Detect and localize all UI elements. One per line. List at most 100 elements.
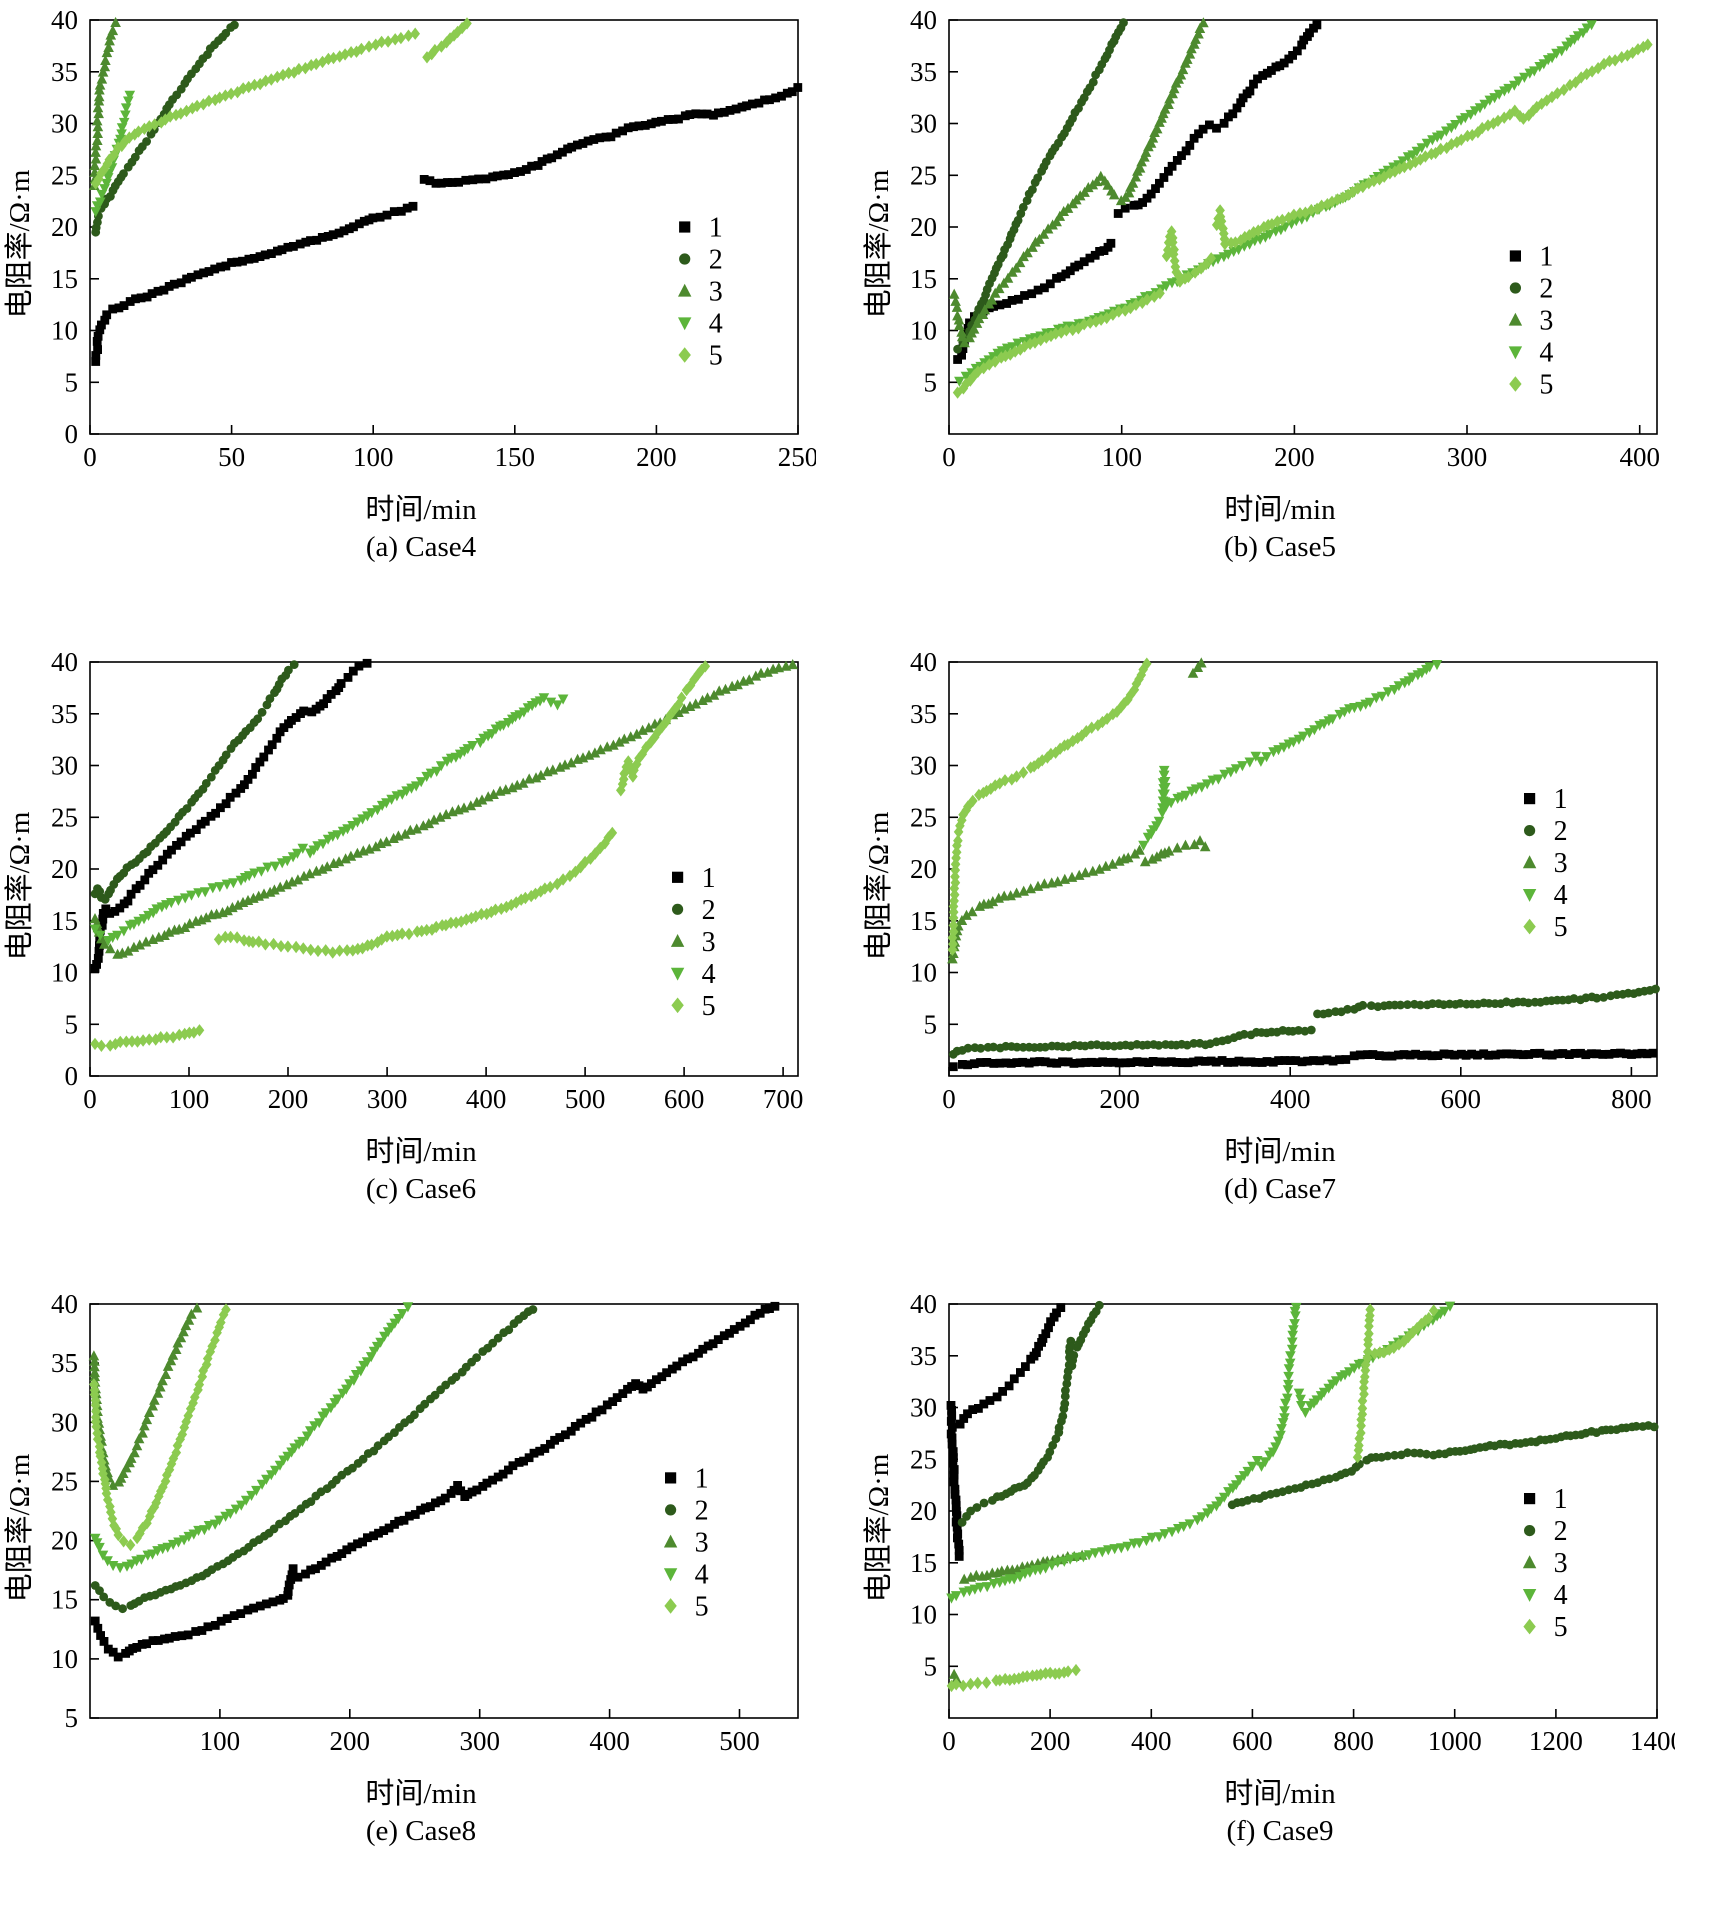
x-axis-label: 时间/min <box>365 1778 477 1810</box>
legend-label: 1 <box>1539 242 1553 273</box>
legend-label: 1 <box>1554 784 1568 815</box>
y-tick-label: 35 <box>910 57 937 87</box>
x-tick-label: 700 <box>763 1084 804 1114</box>
legend-marker-circle <box>1524 825 1536 837</box>
panel-caption: (c) Case6 <box>365 1173 477 1205</box>
legend-label: 4 <box>702 959 716 990</box>
x-tick-label: 600 <box>1232 1726 1273 1756</box>
legend-marker-triangle-down <box>1522 889 1537 902</box>
y-tick-label: 5 <box>924 367 938 397</box>
y-tick-label: 10 <box>51 958 78 988</box>
x-axis-label: 时间/min <box>365 1136 477 1168</box>
legend-marker-square <box>679 221 691 233</box>
legend-label: 5 <box>1554 1612 1568 1643</box>
series-4 <box>89 693 569 947</box>
legend-label: 5 <box>695 1591 709 1622</box>
y-tick-label: 40 <box>910 8 937 35</box>
panel-caption: (b) Case5 <box>1224 531 1336 563</box>
y-tick-label: 40 <box>910 1292 937 1319</box>
y-tick-label: 5 <box>65 1703 79 1733</box>
x-axis-label: 时间/min <box>365 494 477 526</box>
legend-label: 4 <box>695 1559 709 1590</box>
legend-marker-square <box>1524 1493 1536 1505</box>
series-5 <box>947 657 1152 956</box>
legend-marker-square <box>672 871 684 883</box>
series-2 <box>90 660 299 904</box>
series-2 <box>91 20 239 237</box>
chart-panel-case4: 电阻率/Ω·m 0 50 100 150 200 250 0 5 10 15 20 25 30 35 40 1… <box>0 0 859 642</box>
x-tick-label: 600 <box>1441 1084 1482 1114</box>
legend-marker-triangle-down <box>678 317 692 331</box>
legend-label: 4 <box>1554 880 1568 911</box>
legend-marker-diamond <box>1509 376 1522 392</box>
y-tick-label: 15 <box>910 1548 937 1578</box>
x-axis-label: 时间/min <box>1224 1136 1336 1168</box>
legend-marker-square <box>1524 793 1536 805</box>
legend-marker-circle <box>679 253 691 265</box>
y-tick-label: 20 <box>910 212 937 242</box>
y-tick-label: 10 <box>51 316 78 346</box>
legend-marker-circle <box>665 1504 677 1516</box>
legend-label: 5 <box>709 341 723 372</box>
legend-marker-triangle-up <box>1522 1555 1537 1569</box>
legend-marker-triangle-up <box>1508 312 1523 326</box>
x-tick-label: 0 <box>83 442 97 472</box>
y-tick-label: 5 <box>65 1009 79 1039</box>
plot-frame <box>89 1303 799 1719</box>
y-tick-label: 25 <box>910 802 937 832</box>
y-tick-label: 5 <box>65 367 79 397</box>
x-tick-label: 200 <box>1099 1084 1140 1114</box>
series-5 <box>90 660 711 1052</box>
y-tick-label: 0 <box>65 419 79 449</box>
x-tick-label: 50 <box>218 442 245 472</box>
y-tick-label: 30 <box>51 751 78 781</box>
chart-panel-case8: 电阻率/Ω·m 100 200 300 400 500 5 10 15 20 25 30 35 40 1 2… <box>0 1284 859 1927</box>
y-tick-label: 35 <box>910 1341 937 1371</box>
y-tick-label: 40 <box>910 650 937 677</box>
legend-label: 3 <box>709 277 723 308</box>
series-3 <box>89 659 798 959</box>
y-tick-label: 25 <box>51 160 78 190</box>
x-tick-label: 400 <box>1131 1726 1172 1756</box>
series-2 <box>953 18 1128 354</box>
y-tick-label: 25 <box>51 1466 78 1496</box>
plot-frame <box>89 661 799 1077</box>
y-tick-label: 25 <box>51 802 78 832</box>
x-tick-label: 1400 <box>1630 1726 1675 1756</box>
y-tick-label: 40 <box>51 1292 78 1319</box>
x-tick-label: 200 <box>268 1084 309 1114</box>
y-tick-label: 35 <box>51 699 78 729</box>
x-tick-label: 200 <box>1274 442 1315 472</box>
x-tick-label: 1200 <box>1529 1726 1583 1756</box>
y-tick-label: 10 <box>910 1600 937 1630</box>
y-tick-label: 30 <box>51 1407 78 1437</box>
legend-label: 1 <box>709 213 723 244</box>
x-tick-label: 1000 <box>1428 1726 1482 1756</box>
panel-caption: (e) Case8 <box>365 1815 477 1847</box>
legend-marker-diamond <box>1523 1618 1536 1635</box>
chart-panel-case6: 电阻率/Ω·m 0 100 200 300 400 500 600 700 0 5 10 15 20 25… <box>0 642 859 1284</box>
y-tick-label: 20 <box>51 854 78 884</box>
panel-caption: (d) Case7 <box>1224 1173 1336 1205</box>
y-tick-label: 20 <box>910 854 937 884</box>
x-tick-label: 300 <box>459 1726 500 1756</box>
x-tick-label: 100 <box>1101 442 1142 472</box>
y-tick-label: 30 <box>910 109 937 139</box>
x-tick-label: 200 <box>1030 1726 1071 1756</box>
y-tick-label: 30 <box>51 109 78 139</box>
legend-label: 3 <box>1539 306 1553 337</box>
y-tick-label: 15 <box>910 264 937 294</box>
y-tick-label: 35 <box>910 699 937 729</box>
y-tick-label: 10 <box>910 316 937 346</box>
legend-label: 3 <box>695 1527 709 1558</box>
legend-marker-diamond <box>664 1598 677 1614</box>
chart-panel-case9: 电阻率/Ω·m 02004006008001000120014005101520… <box>859 1284 1718 1927</box>
legend-label: 3 <box>702 927 716 958</box>
x-tick-label: 0 <box>942 1726 956 1756</box>
x-axis-label: 时间/min <box>1224 1778 1336 1810</box>
